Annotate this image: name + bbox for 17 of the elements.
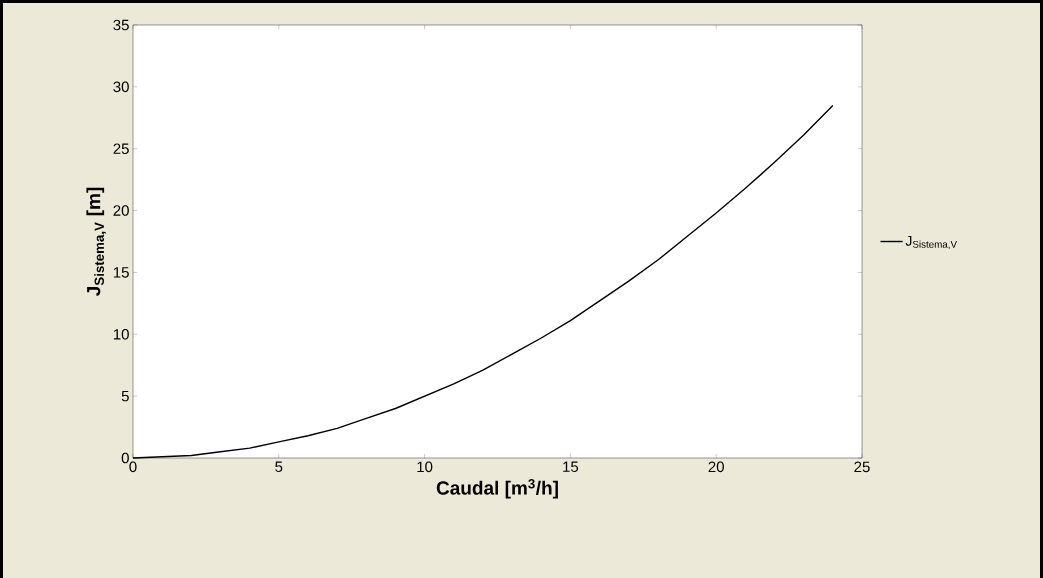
legend-label: J$_{Sistema,V}$ [905,235,957,249]
y-tick-label: 30 [113,81,129,93]
y-tick-label: 20 [113,205,129,216]
x-tick-label: 0 [129,461,137,473]
x-tick-label: 15 [563,461,579,472]
x-tick-label: 5 [275,461,283,472]
y-axis-title: J$_{Sistema,V}$ [m] [86,187,106,296]
x-axis-title: Caudal [m$^{3}$/h] [436,479,558,499]
y-tick-label: 35 [113,19,129,31]
y-tick-label: 5 [121,390,129,402]
x-tick-label: 10 [417,461,433,473]
y-tick-label: 10 [113,328,129,340]
y-tick-label: 15 [113,267,129,278]
x-tick-label: 20 [708,461,724,473]
y-tick-label: 0 [121,452,129,464]
x-tick-label: 25 [854,461,870,473]
y-tick-label: 25 [113,143,129,155]
